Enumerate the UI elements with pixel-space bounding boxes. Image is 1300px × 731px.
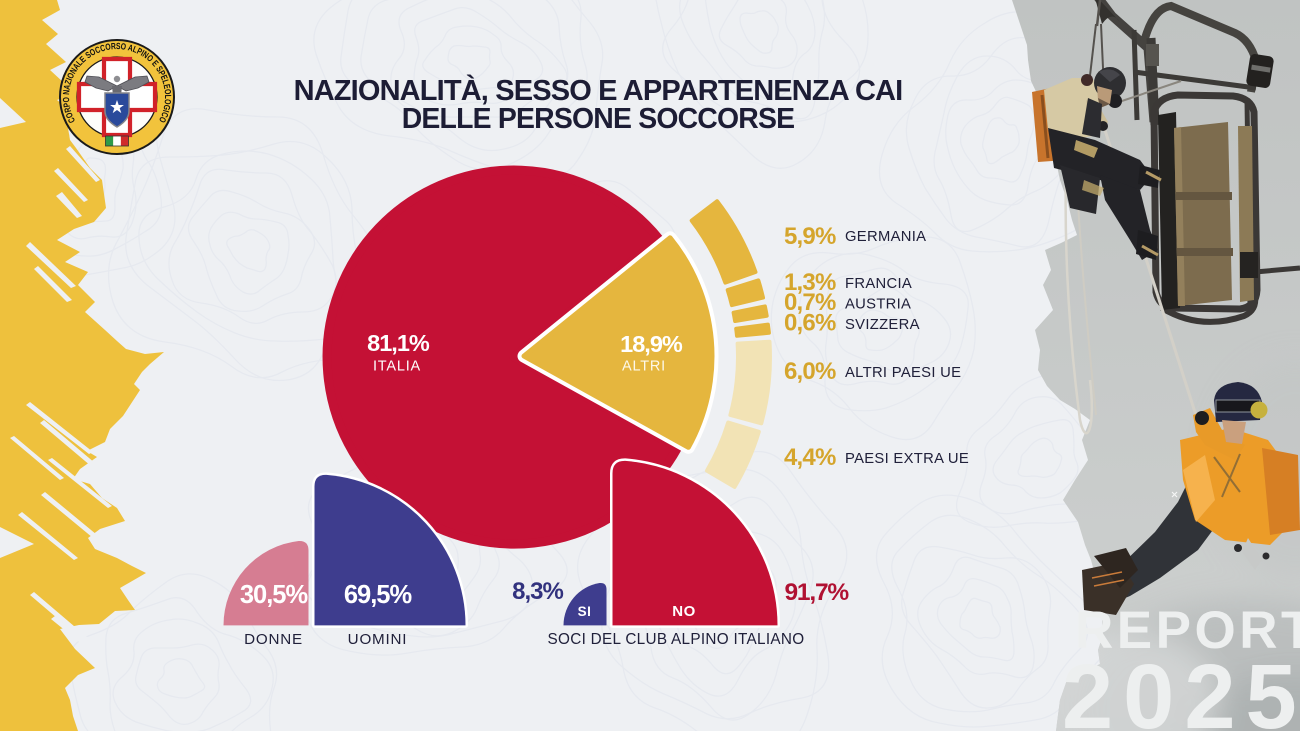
- svg-text:SI: SI: [578, 604, 592, 619]
- svg-text:AUSTRIA: AUSTRIA: [845, 297, 911, 313]
- svg-text:SVIZZERA: SVIZZERA: [845, 317, 920, 333]
- svg-text:GERMANIA: GERMANIA: [845, 229, 926, 245]
- svg-text:4,4%: 4,4%: [784, 444, 836, 471]
- svg-text:81,1%: 81,1%: [367, 330, 430, 356]
- svg-text:30,5%: 30,5%: [240, 581, 308, 609]
- svg-text:91,7%: 91,7%: [785, 579, 850, 606]
- svg-text:2025: 2025: [1062, 646, 1300, 731]
- svg-text:PAESI EXTRA UE: PAESI EXTRA UE: [845, 451, 969, 467]
- svg-text:0,6%: 0,6%: [784, 310, 836, 337]
- svg-text:18,9%: 18,9%: [620, 331, 683, 357]
- svg-text:UOMINI: UOMINI: [348, 631, 408, 648]
- svg-text:SOCI DEL CLUB ALPINO ITALIANO: SOCI DEL CLUB ALPINO ITALIANO: [548, 631, 805, 648]
- svg-text:DELLE PERSONE SOCCORSE: DELLE PERSONE SOCCORSE: [402, 103, 795, 135]
- svg-text:ALTRI PAESI UE: ALTRI PAESI UE: [845, 365, 961, 381]
- svg-text:FRANCIA: FRANCIA: [845, 276, 912, 292]
- svg-text:1,3%: 1,3%: [784, 269, 836, 296]
- svg-text:6,0%: 6,0%: [784, 358, 836, 385]
- svg-text:NAZIONALITÀ, SESSO E APPARTENE: NAZIONALITÀ, SESSO E APPARTENENZA CAI: [294, 73, 903, 107]
- svg-text:DONNE: DONNE: [244, 631, 303, 648]
- svg-text:0,7%: 0,7%: [784, 289, 836, 316]
- svg-text:8,3%: 8,3%: [512, 578, 563, 605]
- svg-text:69,5%: 69,5%: [344, 581, 412, 609]
- svg-text:NO: NO: [672, 603, 696, 620]
- svg-text:REPORT: REPORT: [1075, 601, 1300, 660]
- svg-text:ITALIA: ITALIA: [373, 359, 421, 375]
- svg-text:ALTRI: ALTRI: [622, 359, 666, 375]
- svg-text:5,9%: 5,9%: [784, 223, 836, 250]
